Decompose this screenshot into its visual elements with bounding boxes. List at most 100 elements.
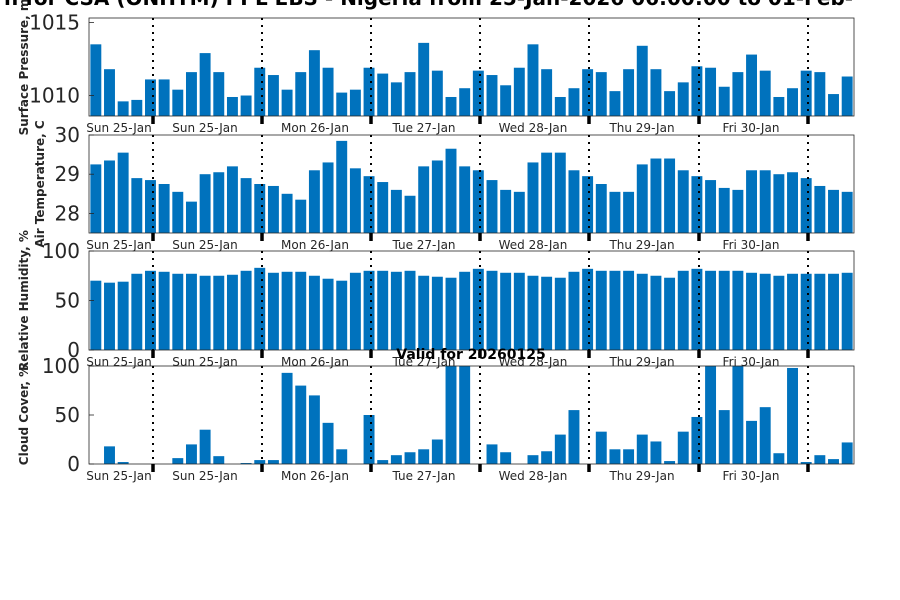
- bar: [841, 272, 853, 350]
- bar: [117, 152, 129, 233]
- bar: [705, 366, 717, 464]
- bar: [185, 273, 197, 350]
- bar: [773, 453, 785, 464]
- bar: [363, 415, 375, 464]
- bar: [281, 89, 293, 116]
- bar: [650, 158, 662, 233]
- bar: [664, 91, 676, 116]
- bar: [226, 274, 238, 350]
- bar: [254, 184, 266, 233]
- bar: [185, 444, 197, 464]
- bar: [322, 67, 334, 116]
- bar: [705, 67, 717, 116]
- panel-4: 0 50 100 Sun 25-Jan Sun 25-Jan Mon 26-Jan Tue …: [17, 354, 855, 483]
- bar: [800, 70, 812, 116]
- bar: [445, 277, 457, 350]
- bar: [390, 455, 402, 464]
- bar: [172, 273, 184, 350]
- panels-layer: 1010 1015 Sun 25-Jan Sun 25-Jan Mon 26-Jan Tu…: [17, 0, 855, 483]
- bar: [295, 72, 307, 116]
- bar: [568, 170, 580, 233]
- bar: [623, 69, 635, 116]
- bar: [595, 431, 607, 464]
- bar: [664, 277, 676, 350]
- bar: [527, 455, 539, 464]
- bar: [172, 191, 184, 233]
- bar: [281, 271, 293, 350]
- x-date-label: Sun 25-Jan: [86, 355, 151, 369]
- bar: [240, 270, 252, 350]
- bar: [746, 272, 758, 350]
- bar: [650, 275, 662, 350]
- x-date-label: Thu 29-Jan: [608, 121, 674, 135]
- bar: [691, 66, 703, 116]
- bar: [459, 271, 471, 350]
- y-tick-label: 0: [67, 452, 80, 476]
- bar: [363, 67, 375, 116]
- bar: [199, 429, 211, 464]
- x-date-label: Tue 27-Jan: [391, 469, 455, 483]
- bar: [636, 273, 648, 350]
- bar: [513, 272, 525, 350]
- bar: [349, 272, 361, 350]
- bar: [800, 178, 812, 233]
- bar: [677, 431, 689, 464]
- axes-frame: [88, 134, 855, 234]
- bar: [322, 422, 334, 464]
- bar: [363, 176, 375, 233]
- bar: [623, 449, 635, 464]
- bar: [732, 366, 744, 464]
- bar: [828, 273, 839, 350]
- x-date-label: Sun 25-Jan: [172, 469, 237, 483]
- bar: [677, 270, 689, 350]
- bar: [267, 460, 279, 464]
- bar: [322, 162, 334, 233]
- panel-1: 1010 1015 Sun 25-Jan Sun 25-Jan Mon 26-Jan Tu…: [17, 0, 855, 135]
- bar: [718, 187, 730, 233]
- bar: [568, 88, 580, 116]
- x-date-label: Tue 27-Jan: [391, 121, 455, 135]
- bar: [582, 176, 594, 233]
- x-date-label: Wed 28-Jan: [499, 469, 568, 483]
- bar: [104, 282, 115, 350]
- bar: [254, 460, 266, 464]
- bar: [390, 82, 402, 116]
- bar: [349, 168, 361, 233]
- bar: [609, 91, 621, 116]
- bar: [240, 95, 252, 116]
- y-tick-label: 50: [55, 289, 80, 313]
- bar: [213, 72, 225, 116]
- bar: [404, 452, 416, 464]
- bar: [691, 416, 703, 464]
- bar: [828, 189, 839, 233]
- x-date-label: Mon 26-Jan: [281, 238, 349, 252]
- x-date-label: Wed 28-Jan: [499, 238, 568, 252]
- bar: [554, 277, 566, 350]
- bar: [445, 96, 457, 116]
- bar: [459, 366, 471, 464]
- bar: [445, 148, 457, 233]
- bar: [636, 434, 648, 464]
- bar: [814, 455, 826, 464]
- bar: [609, 449, 621, 464]
- bar: [787, 367, 798, 464]
- bar: [541, 451, 553, 464]
- x-date-label: Thu 29-Jan: [608, 469, 674, 483]
- bar: [814, 72, 826, 116]
- bar: [636, 164, 648, 233]
- bar: [650, 69, 662, 116]
- bar: [459, 166, 471, 233]
- bar: [199, 275, 211, 350]
- y-tick-label: 100: [42, 354, 80, 378]
- bar: [513, 191, 525, 233]
- bar: [308, 170, 320, 233]
- bar: [746, 170, 758, 233]
- bar: [459, 88, 471, 116]
- bar: [418, 42, 430, 117]
- bar: [418, 166, 430, 233]
- bar: [131, 99, 143, 116]
- bar: [732, 270, 744, 350]
- y-tick-label: 30: [55, 123, 80, 147]
- bar: [445, 366, 457, 464]
